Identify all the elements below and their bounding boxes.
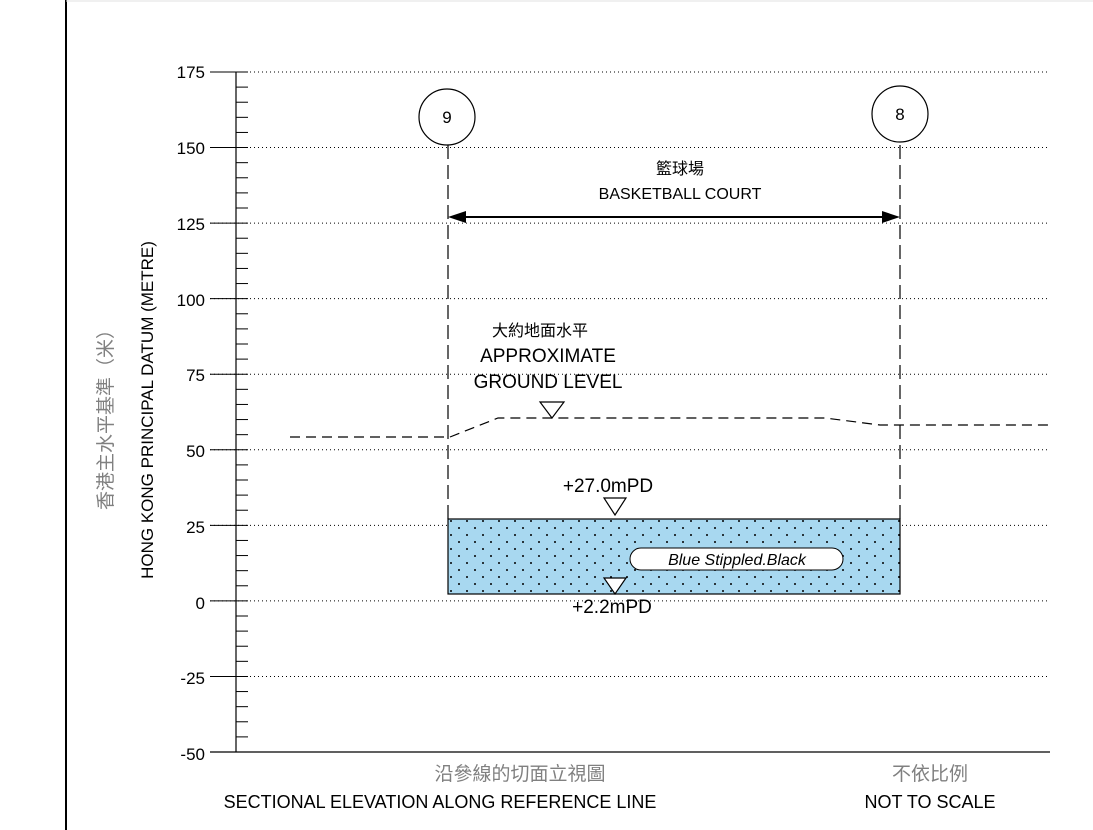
ground-level-marker-icon	[538, 401, 566, 419]
top-level-marker-icon	[602, 497, 628, 517]
tick-label-0: 0	[196, 594, 205, 613]
court-name-en: BASKETBALL COURT	[599, 186, 762, 203]
ground-label-en-1: APPROXIMATE	[480, 346, 616, 367]
tick-label-minus25: -25	[180, 669, 205, 688]
tick-label-minus50: -50	[180, 745, 205, 764]
reference-marker-8	[871, 85, 929, 143]
axis-label-zh: 香港主水平基準（米）	[95, 320, 117, 510]
top-level-label: +27.0mPD	[563, 476, 653, 497]
footer-scale-zh: 不依比例	[892, 763, 968, 785]
fill-legend-text: Blue Stippled.Black	[668, 552, 807, 569]
tick-label-25: 25	[186, 518, 205, 537]
tick-label-175: 175	[177, 63, 205, 82]
fill-legend-tag	[629, 547, 844, 571]
bottom-level-label: +2.2mPD	[572, 597, 652, 618]
reference-marker-8-label: 8	[895, 105, 904, 124]
bottom-level-marker-icon	[602, 577, 628, 596]
footer-title-zh: 沿參線的切面立視圖	[434, 763, 605, 785]
minor-ticks	[210, 71, 248, 753]
tick-label-50: 50	[186, 442, 205, 461]
reference-marker-9	[418, 88, 476, 146]
ground-label-en-2: GROUND LEVEL	[474, 372, 623, 393]
tick-label-150: 150	[177, 139, 205, 158]
tick-label-75: 75	[186, 366, 205, 385]
ground-label-zh: 大約地面水平	[492, 321, 588, 340]
footer-scale-en: NOT TO SCALE	[864, 792, 995, 812]
tick-label-125: 125	[177, 215, 205, 234]
footer-title-en: SECTIONAL ELEVATION ALONG REFERENCE LINE	[224, 792, 657, 812]
axis-label-en: HONG KONG PRINCIPAL DATUM (METRE)	[138, 241, 157, 579]
tick-label-100: 100	[177, 291, 205, 310]
ground-profile-line	[290, 417, 1050, 438]
arrowhead-left-icon	[448, 211, 466, 223]
reference-marker-9-label: 9	[442, 108, 451, 127]
tick-labels: 175 150 125 100 75 50 25 0 -25 -50	[177, 63, 205, 764]
arrowhead-right-icon	[882, 211, 900, 223]
court-name-zh: 籃球場	[656, 159, 704, 178]
